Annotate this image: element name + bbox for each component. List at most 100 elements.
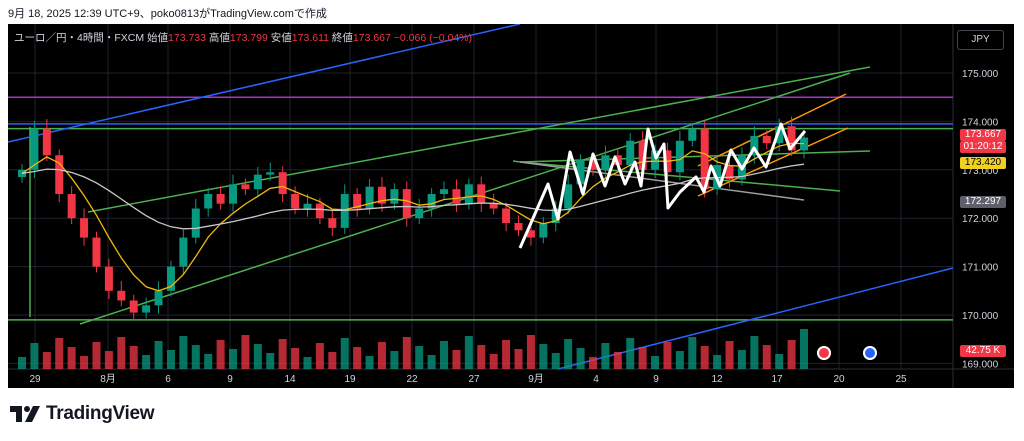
zigzag-drawing xyxy=(518,122,807,249)
volume-bar xyxy=(775,354,784,369)
volume-bar xyxy=(601,343,610,369)
candle-body xyxy=(588,160,597,170)
blue-lower-channel xyxy=(557,267,954,370)
candle-body xyxy=(688,128,697,141)
candle-body xyxy=(166,266,175,291)
candle-body xyxy=(266,172,275,175)
change-value: −0.066 (−0.04%) xyxy=(393,32,473,44)
volume-bar xyxy=(613,352,622,369)
volume-bar xyxy=(266,353,275,369)
volume-bar xyxy=(30,343,39,369)
volume-bar xyxy=(55,338,64,369)
candle-body xyxy=(700,128,709,190)
candle-body xyxy=(762,135,771,144)
volume-bar xyxy=(67,347,76,369)
y-tick-label: 173.000 xyxy=(962,166,999,177)
candle-body xyxy=(725,164,734,180)
volume-bar xyxy=(576,348,585,369)
close-label: 終値 xyxy=(331,32,353,44)
candle-body xyxy=(18,169,26,178)
volume-bar xyxy=(229,349,238,369)
volume-bar xyxy=(142,355,151,369)
volume-bar xyxy=(92,342,101,369)
volume-bar xyxy=(353,347,362,369)
volume-bar xyxy=(638,347,647,369)
candle-body xyxy=(514,223,523,231)
blue-event-icon[interactable] xyxy=(863,346,877,360)
ema-slow-line xyxy=(21,163,805,230)
volume-bar xyxy=(464,336,473,369)
candle-body xyxy=(55,155,64,194)
candle-body xyxy=(241,184,250,190)
candle-body xyxy=(278,172,287,194)
candle-body xyxy=(30,128,39,170)
candle-body xyxy=(638,140,647,170)
volume-bar xyxy=(551,353,560,369)
open-label: 始値 xyxy=(147,32,169,44)
x-tick-label: 22 xyxy=(406,374,418,385)
x-tick-label: 8月 xyxy=(100,373,116,385)
symbol-header: ユーロ／円・4時間・FXCM 始値173.733 高値173.799 安値173… xyxy=(14,30,472,45)
chart-caption: 9月 18, 2025 12:39 UTC+9、poko0813がTrading… xyxy=(8,8,327,20)
volume-bar xyxy=(104,351,113,369)
volume-bar xyxy=(278,339,287,369)
volume-bar xyxy=(204,354,213,369)
candle-body xyxy=(539,223,548,238)
y-tick-label: 169.000 xyxy=(962,359,999,370)
currency-button[interactable]: JPY xyxy=(957,30,1004,50)
chart-frame[interactable]: 175.000 174.000 173.000 172.000 171.000 170.0… xyxy=(8,24,1014,388)
volume-bar xyxy=(502,340,511,369)
candle-body xyxy=(427,194,436,209)
candle-body xyxy=(104,266,113,291)
x-tick-label: 9 xyxy=(227,374,233,385)
volume-bar xyxy=(42,352,51,369)
candle-body xyxy=(204,194,213,209)
high-value: 173.799 xyxy=(229,32,268,44)
volume-bar xyxy=(539,344,548,369)
candle-body xyxy=(117,290,126,301)
candle-body xyxy=(775,126,784,144)
x-tick-label: 9 xyxy=(653,374,659,385)
x-tick-label: 9月 xyxy=(528,373,544,385)
x-tick-label: 25 xyxy=(895,374,907,385)
low-value: 173.611 xyxy=(291,32,329,44)
price-chart[interactable]: 175.000 174.000 173.000 172.000 171.000 170.0… xyxy=(8,24,1014,388)
candle-body xyxy=(415,208,424,219)
volume-bar xyxy=(514,349,523,369)
volume-bar xyxy=(117,337,126,369)
y-tick-label: 170.000 xyxy=(962,311,999,322)
volume-bar xyxy=(452,350,461,369)
volume-bar xyxy=(415,346,424,369)
x-tick-label: 27 xyxy=(468,374,480,385)
volume-bar xyxy=(291,348,300,369)
candle-body xyxy=(291,194,300,209)
x-tick-label: 17 xyxy=(771,374,783,385)
volume-bar xyxy=(191,345,200,369)
low-label: 安値 xyxy=(270,32,292,44)
green-anchor xyxy=(512,160,521,163)
x-tick-label: 12 xyxy=(711,374,723,385)
volume-bar xyxy=(80,356,89,369)
x-tick-label: 29 xyxy=(29,374,41,385)
volume-bar xyxy=(427,355,436,369)
candle-body xyxy=(129,300,138,313)
x-tick-label: 20 xyxy=(833,374,845,385)
candle-body xyxy=(377,186,386,204)
tradingview-logo-text: TradingView xyxy=(46,403,155,424)
x-tick-label: 19 xyxy=(344,374,356,385)
candle-body xyxy=(142,305,151,313)
volume-bar xyxy=(725,341,734,369)
x-tick-label: 4 xyxy=(593,374,599,385)
volume-bar xyxy=(253,344,262,369)
candle-body xyxy=(613,155,622,165)
candle-body xyxy=(489,203,498,209)
volume-bar xyxy=(303,357,312,369)
candle-body xyxy=(179,237,188,267)
orange-lower-channel xyxy=(697,127,849,197)
candle-body xyxy=(464,184,473,204)
candle-body xyxy=(303,203,312,209)
volume-bar xyxy=(440,341,449,369)
red-event-icon[interactable] xyxy=(817,346,831,360)
blue-upper-channel xyxy=(8,24,521,143)
volume-bar xyxy=(365,356,374,369)
